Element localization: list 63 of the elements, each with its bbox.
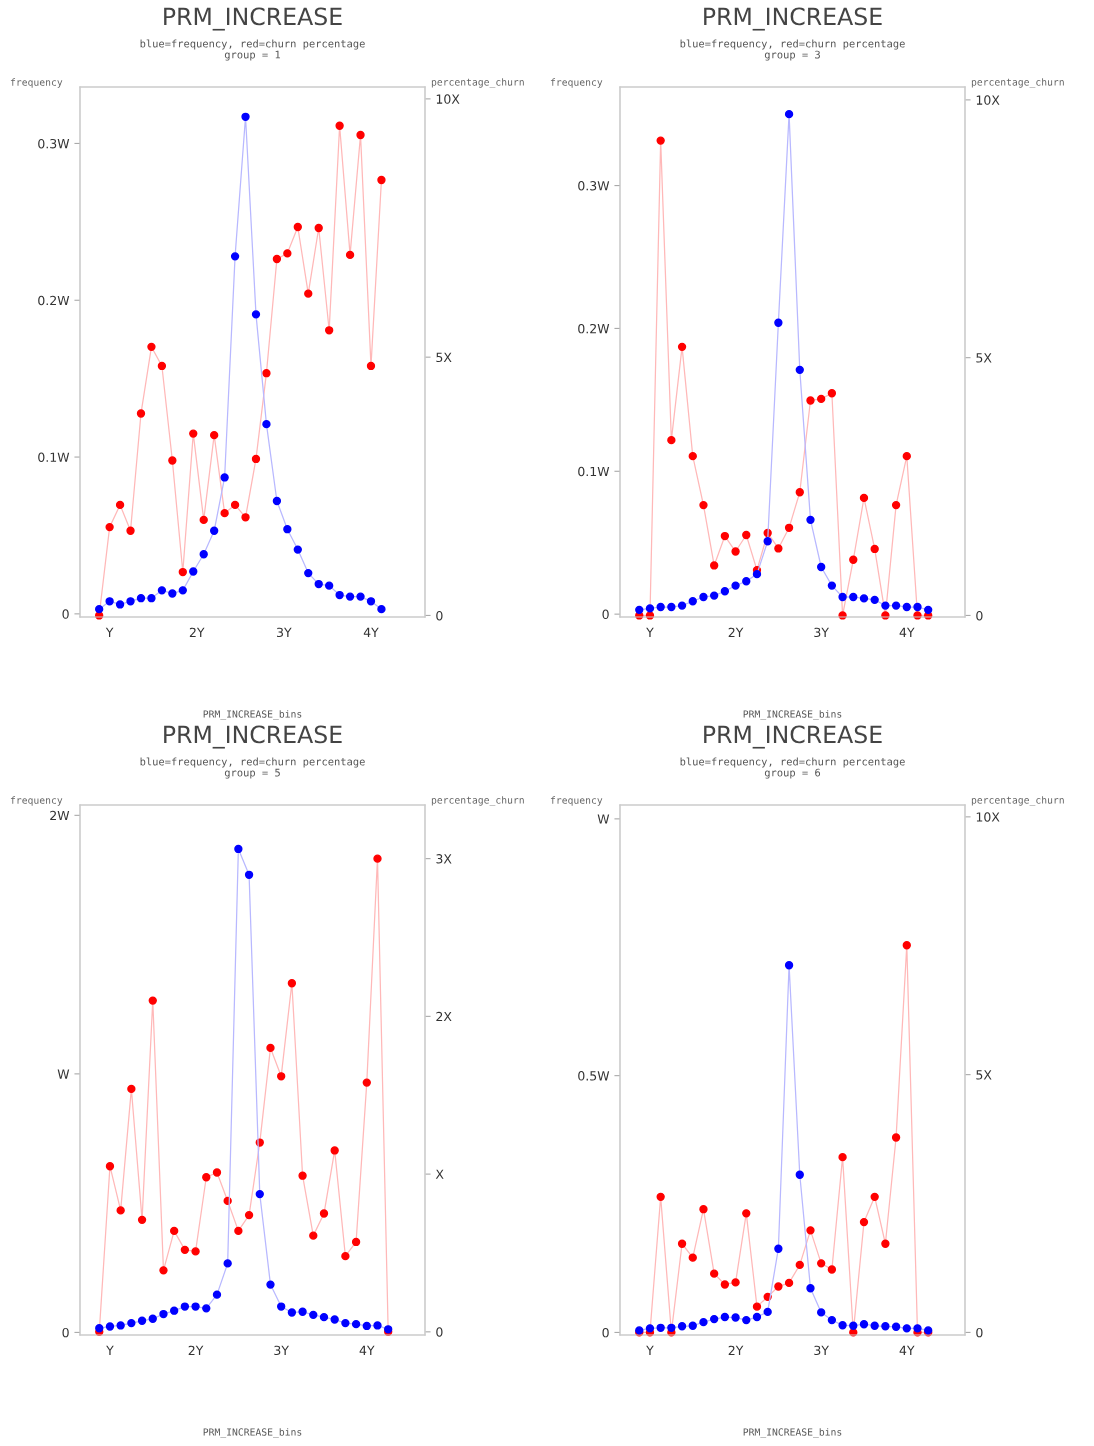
y2-tick-label: 10X	[976, 812, 1000, 822]
y2-tick-label: 2X	[436, 1011, 452, 1022]
x-tick-label: Y	[646, 627, 654, 637]
x-tick-label: Y	[646, 1345, 654, 1355]
y-tick-label: 2W	[50, 810, 70, 821]
x-tick-label: 2Y	[189, 627, 205, 637]
chart-subtitle: blue=frequency, red=churn percentage group = 5	[140, 757, 365, 779]
y2-axis-title: percentage_churn	[431, 78, 524, 88]
chart-subtitle: blue=frequency, red=churn percentage group = 6	[680, 757, 905, 779]
y2-tick-label: 0	[976, 1327, 983, 1338]
x-tick-label: 4Y	[359, 1345, 375, 1355]
chart-title: PRM_INCREASE	[704, 7, 882, 31]
x-tick-label: 3Y	[277, 627, 292, 638]
x-tick-label: 3Y	[274, 1345, 289, 1356]
y-tick-label: 0	[62, 1327, 69, 1338]
x-axis-title: PRM_INCREASE_bins	[743, 1428, 842, 1438]
chart-title: PRM_INCREASE	[164, 725, 342, 749]
x-tick-label: 2Y	[728, 627, 744, 637]
x-tick-label: Y	[105, 627, 114, 637]
y-tick-label: 0.3W	[38, 138, 70, 149]
y-tick-label: W	[597, 814, 610, 824]
y-axis-title: frequency	[550, 796, 603, 806]
x-tick-label: 2Y	[188, 1345, 204, 1355]
y2-tick-label: 5X	[436, 352, 452, 363]
y-tick-label: 0.1W	[38, 452, 70, 462]
y2-axis-title: percentage_churn	[971, 796, 1064, 806]
chart-title: PRM_INCREASE	[164, 7, 342, 31]
y2-axis-title: percentage_churn	[971, 78, 1064, 88]
y-tick-label: 0.5W	[578, 1071, 610, 1081]
chart-title: PRM_INCREASE	[704, 725, 882, 749]
y-tick-label: 0.2W	[578, 323, 610, 334]
y-tick-label: W	[57, 1069, 70, 1079]
y2-tick-label: X	[435, 1169, 444, 1179]
y2-tick-label: 10X	[976, 95, 1000, 105]
y2-tick-label: 0	[436, 610, 443, 621]
x-axis-title: PRM_INCREASE_bins	[203, 1428, 302, 1438]
chart-subtitle: blue=frequency, red=churn percentage group = 1	[140, 39, 365, 61]
y-tick-label: 0	[602, 1327, 609, 1338]
y-axis-title: frequency	[10, 78, 63, 88]
y-tick-label: 0	[602, 609, 609, 620]
y2-tick-label: 5X	[976, 353, 992, 363]
y-tick-label: 0.3W	[578, 181, 610, 191]
x-axis-title: PRM_INCREASE_bins	[743, 710, 842, 720]
x-tick-label: Y	[106, 1345, 114, 1355]
chart-subtitle: blue=frequency, red=churn percentage group = 3	[680, 39, 905, 61]
y-tick-label: 0	[62, 609, 69, 619]
y2-tick-label: 5X	[976, 1070, 992, 1080]
x-tick-label: 3Y	[814, 627, 829, 638]
x-axis-title: PRM_INCREASE_bins	[203, 710, 302, 720]
y2-tick-label: 0	[976, 610, 983, 621]
y-axis-title: frequency	[550, 78, 603, 88]
x-tick-label: 3Y	[814, 1345, 829, 1356]
y-tick-label: 0.2W	[38, 295, 70, 306]
x-tick-label: 4Y	[899, 627, 915, 637]
y2-tick-label: 0	[436, 1327, 443, 1337]
y-axis-title: frequency	[10, 796, 63, 806]
y-tick-label: 0.1W	[578, 466, 610, 477]
x-tick-label: 4Y	[363, 627, 379, 637]
x-tick-label: 2Y	[728, 1345, 744, 1355]
y2-tick-label: 3X	[436, 854, 452, 864]
x-tick-label: 4Y	[899, 1345, 915, 1355]
y2-tick-label: 10X	[436, 94, 460, 104]
y2-axis-title: percentage_churn	[431, 796, 524, 806]
